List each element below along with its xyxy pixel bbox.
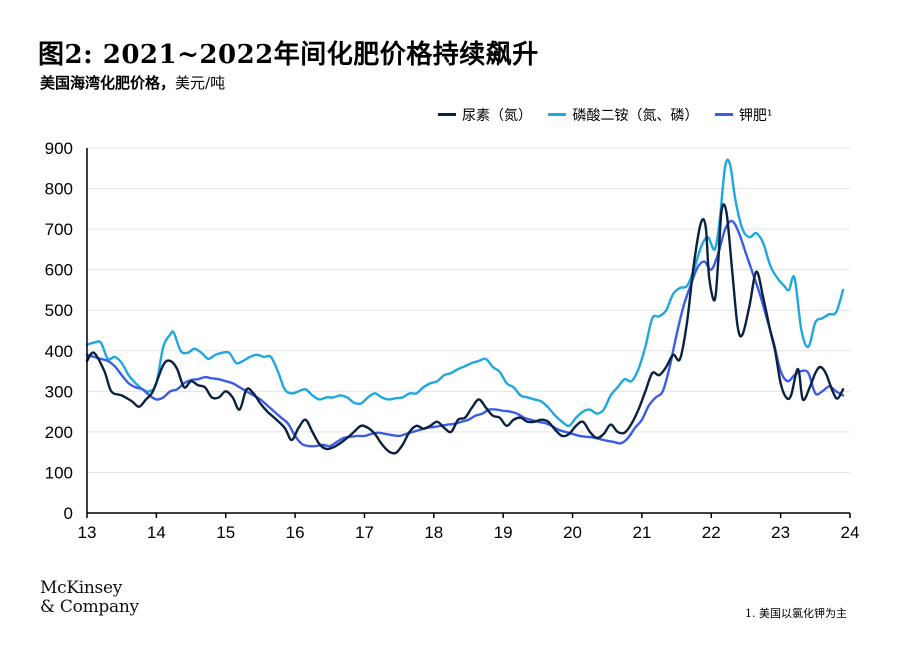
x-tick-label: 20 (563, 523, 582, 542)
chart-series (85, 158, 845, 455)
y-tick-label: 100 (45, 463, 73, 482)
y-axis-ticks: 0 100 200 300 400 500 600 700 800 900 (45, 139, 73, 523)
legend-label-dap: 磷酸二铵（氮、磷） (572, 107, 699, 124)
x-tick-label: 21 (632, 523, 651, 542)
series-line-dap (85, 158, 845, 428)
y-tick-label: 600 (45, 261, 73, 280)
x-tick-label: 18 (424, 523, 443, 542)
subtitle-label: 美国海湾化肥价格， (40, 74, 176, 92)
x-tick-label: 13 (78, 523, 97, 542)
mckinsey-logo: McKinsey & Company (40, 579, 139, 617)
x-tick-label: 17 (355, 523, 374, 542)
y-tick-label: 400 (45, 342, 73, 361)
x-tick-label: 19 (494, 523, 513, 542)
page-title: 图2: 2021~2022年间化肥价格持续飙升 (38, 40, 539, 70)
y-tick-label: 800 (45, 180, 73, 199)
legend-swatch-urea (438, 113, 456, 116)
y-tick-label: 700 (45, 220, 73, 239)
chart-legend: 尿素（氮） 磷酸二铵（氮、磷） 钾肥¹ (438, 104, 785, 125)
x-axis-ticks: 13 14 15 16 17 18 19 20 21 22 23 24 (78, 513, 860, 542)
legend-item-dap: 磷酸二铵（氮、磷） (548, 105, 698, 125)
y-tick-label: 900 (45, 139, 73, 158)
logo-line-2: & Company (40, 597, 139, 617)
legend-swatch-potash (714, 113, 733, 116)
series-line-urea (85, 203, 845, 455)
subtitle-unit: 美元/吨 (175, 74, 226, 92)
legend-item-urea: 尿素（氮） (438, 105, 532, 125)
legend-label-potash: 钾肥¹ (738, 107, 773, 124)
x-tick-label: 24 (841, 523, 860, 542)
legend-item-potash: 钾肥¹ (714, 105, 773, 125)
legend-swatch-dap (548, 113, 567, 116)
y-tick-label: 0 (64, 504, 73, 523)
legend-label-urea: 尿素（氮） (462, 107, 532, 124)
x-tick-label: 23 (771, 523, 790, 542)
x-tick-label: 22 (702, 523, 721, 542)
chart-subtitle: 美国海湾化肥价格，美元/吨 (40, 72, 225, 93)
x-tick-label: 16 (286, 523, 305, 542)
y-tick-label: 300 (45, 382, 73, 401)
x-tick-label: 15 (216, 523, 235, 542)
footnote: 1. 美国以氯化钾为主 (745, 607, 847, 620)
y-tick-label: 500 (45, 301, 73, 320)
x-tick-label: 14 (147, 523, 166, 542)
y-tick-label: 200 (45, 423, 73, 442)
logo-line-1: McKinsey (40, 578, 123, 598)
